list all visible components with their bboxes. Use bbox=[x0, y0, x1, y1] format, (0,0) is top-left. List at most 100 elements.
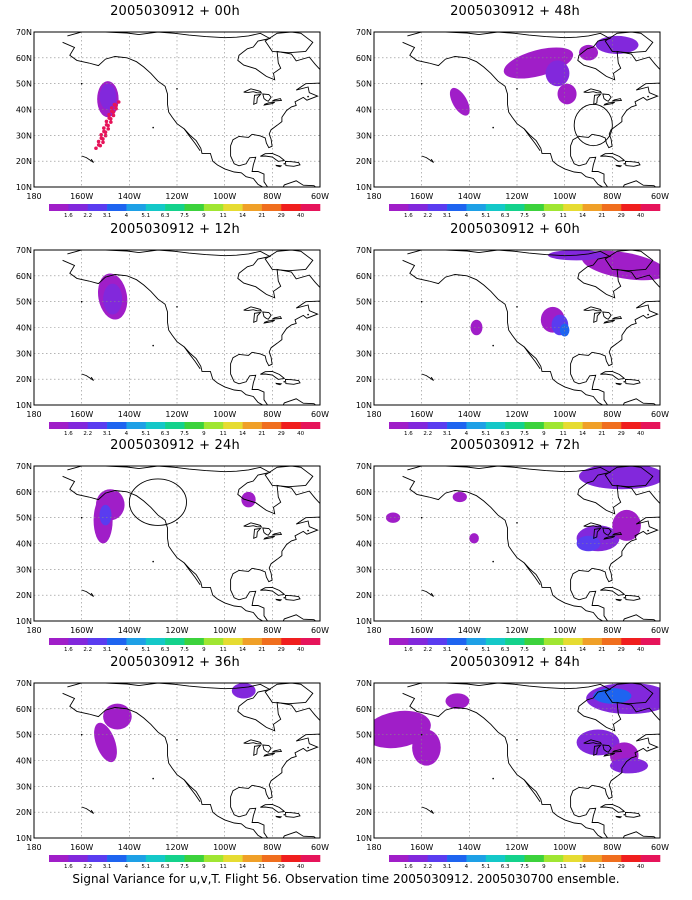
colorbar-label: 40 bbox=[297, 213, 304, 219]
colorbar-swatch bbox=[563, 638, 583, 645]
colorbar-label: 6.3 bbox=[161, 213, 170, 219]
latitude-label: 70N bbox=[356, 679, 372, 688]
colorbar-swatch bbox=[49, 855, 69, 862]
panel-36h: 2005030912 + 36h 10N 20N 30N 40N 50N 60N 70N 18… bbox=[10, 655, 340, 875]
observation-point bbox=[103, 133, 108, 138]
colorbar-swatch bbox=[389, 638, 409, 645]
observation-point bbox=[109, 120, 113, 124]
latitude-label: 50N bbox=[16, 514, 32, 523]
map-grid bbox=[374, 683, 660, 838]
colorbar-swatch bbox=[505, 422, 525, 429]
latitude-label: 10N bbox=[16, 183, 32, 192]
colorbar-label: 7.5 bbox=[180, 647, 189, 653]
signal-variance-shading bbox=[449, 35, 639, 116]
colorbar-label: 6.3 bbox=[161, 864, 170, 870]
colorbar-label: 2.2 bbox=[423, 864, 432, 870]
coastline bbox=[402, 250, 660, 405]
latitude-label: 40N bbox=[356, 106, 372, 115]
colorbar-label: 2.2 bbox=[423, 431, 432, 437]
longitude-label: 180 bbox=[366, 843, 381, 852]
longitude-label: 120W bbox=[505, 843, 528, 852]
variance-region bbox=[241, 491, 256, 508]
colorbar-swatch bbox=[68, 422, 89, 429]
panel-title: 2005030912 + 12h bbox=[110, 222, 240, 237]
colorbar-label: 1.6 bbox=[64, 213, 73, 219]
colorbar-label: 2.2 bbox=[83, 213, 92, 219]
colorbar-swatch bbox=[68, 638, 89, 645]
colorbar-label: 2.2 bbox=[423, 647, 432, 653]
variance-region bbox=[578, 466, 660, 490]
colorbar-label: 6.3 bbox=[161, 647, 170, 653]
latitude-label: 30N bbox=[356, 782, 372, 791]
longitude-label: 60W bbox=[311, 410, 329, 419]
colorbar-swatch bbox=[49, 422, 69, 429]
latitude-label: 40N bbox=[356, 540, 372, 549]
latitude-label: 40N bbox=[356, 324, 372, 333]
colorbar-swatch bbox=[408, 638, 429, 645]
longitude-label: 60W bbox=[651, 626, 669, 635]
variance-region bbox=[545, 60, 570, 87]
colorbar-label: 1.6 bbox=[64, 647, 73, 653]
colorbar-swatch bbox=[281, 638, 301, 645]
latitude-label: 10N bbox=[16, 401, 32, 410]
colorbar-swatch bbox=[427, 855, 448, 862]
latitude-label: 20N bbox=[356, 157, 372, 166]
latitude-label: 50N bbox=[16, 80, 32, 89]
colorbar-label: 29 bbox=[618, 864, 625, 870]
longitude-label: 120W bbox=[505, 192, 528, 201]
colorbar-label: 21 bbox=[598, 431, 605, 437]
colorbar-swatch bbox=[87, 422, 108, 429]
longitude-label: 120W bbox=[165, 626, 188, 635]
latitude-label: 40N bbox=[16, 324, 32, 333]
variance-region bbox=[449, 87, 470, 116]
colorbar-swatch bbox=[145, 422, 166, 429]
coastline bbox=[62, 683, 320, 838]
observation-point bbox=[107, 116, 111, 120]
longitude-label: 80W bbox=[263, 843, 281, 852]
colorbar-label: 7.5 bbox=[520, 647, 529, 653]
colorbar-swatch bbox=[389, 855, 409, 862]
colorbar-label: 21 bbox=[258, 213, 265, 219]
map-frame bbox=[373, 465, 661, 622]
observation-point bbox=[96, 139, 101, 144]
variance-region bbox=[469, 533, 479, 544]
colorbar-swatch bbox=[601, 855, 622, 862]
colorbar-swatch bbox=[145, 204, 166, 211]
colorbar-label: 2.2 bbox=[423, 213, 432, 219]
colorbar-label: 9 bbox=[542, 647, 546, 653]
colorbar-swatch bbox=[261, 422, 282, 429]
colorbar-swatch bbox=[242, 855, 263, 862]
observation-point bbox=[112, 102, 117, 107]
signal-variance-shading bbox=[93, 489, 256, 544]
colorbar-label: 4 bbox=[465, 431, 469, 437]
colorbar-label: 9 bbox=[202, 864, 206, 870]
map-frame bbox=[33, 465, 321, 622]
colorbar-swatch bbox=[165, 855, 185, 862]
longitude-label: 160W bbox=[410, 626, 433, 635]
colorbar-label: 9 bbox=[202, 213, 206, 219]
colorbar-label: 4 bbox=[465, 213, 469, 219]
longitude-label: 120W bbox=[505, 626, 528, 635]
colorbar-swatch bbox=[87, 638, 108, 645]
latitude-label: 30N bbox=[16, 782, 32, 791]
map-grid bbox=[374, 466, 660, 621]
variance-region bbox=[470, 319, 483, 336]
longitude-label: 160W bbox=[70, 192, 93, 201]
longitude-label: 80W bbox=[263, 192, 281, 201]
colorbar-swatch bbox=[466, 638, 487, 645]
colorbar-swatch bbox=[203, 638, 224, 645]
colorbar-swatch bbox=[281, 422, 301, 429]
variance-region bbox=[231, 683, 256, 699]
colorbar-swatch bbox=[582, 855, 603, 862]
colorbar-swatch bbox=[485, 204, 506, 211]
colorbar-swatch bbox=[621, 422, 641, 429]
longitude-label: 100W bbox=[553, 626, 576, 635]
colorbar-label: 3.1 bbox=[443, 431, 452, 437]
latitude-label: 20N bbox=[16, 591, 32, 600]
longitude-label: 180 bbox=[26, 843, 41, 852]
longitude-label: 100W bbox=[213, 410, 236, 419]
colorbar-swatch bbox=[408, 422, 429, 429]
colorbar-swatch bbox=[300, 204, 321, 211]
colorbar-label: 5.1 bbox=[141, 647, 150, 653]
target-region-outline bbox=[573, 103, 613, 147]
